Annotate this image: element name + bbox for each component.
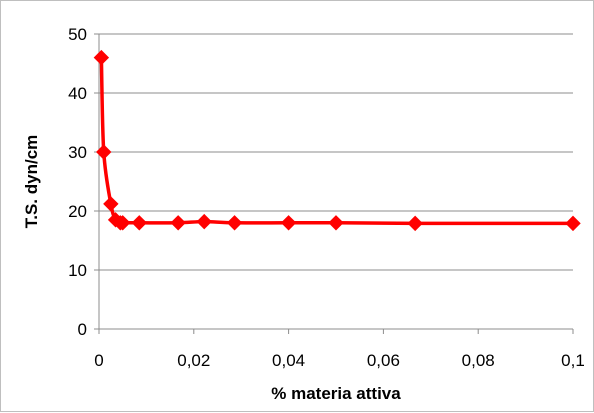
y-tick-label: 0 — [78, 320, 87, 339]
data-point — [114, 215, 131, 231]
data-point — [131, 215, 147, 231]
data-point — [565, 215, 581, 232]
y-tick-label: 40 — [68, 84, 87, 103]
x-tick-label: 0,08 — [462, 351, 495, 370]
series-line — [99, 55, 575, 226]
data-point — [280, 215, 297, 231]
data-point — [96, 144, 112, 160]
data-point — [93, 49, 110, 66]
y-tick-label: 50 — [68, 25, 87, 44]
data-point — [407, 215, 423, 232]
data-point — [328, 215, 344, 231]
gridlines — [99, 33, 573, 271]
x-tick-label: 0,02 — [177, 351, 210, 370]
y-tick-label: 30 — [68, 143, 87, 162]
data-point — [103, 196, 119, 212]
y-tick-label: 10 — [68, 261, 87, 280]
x-tick-label: 0,1 — [561, 351, 585, 370]
tick-labels: 0 10 20 30 40 50 0 0,02 0,04 0,06 0,08 0,1 — [68, 25, 585, 370]
y-axis-title: T.S. dyn/cm — [22, 135, 41, 229]
x-tick-label: 0,06 — [367, 351, 400, 370]
data-point — [226, 215, 243, 231]
data-point — [196, 213, 212, 230]
x-tick-label: 0 — [94, 351, 103, 370]
x-axis-title: % materia attiva — [271, 384, 401, 403]
x-tick-label: 0,04 — [272, 351, 305, 370]
axes — [94, 33, 574, 334]
data-point — [170, 215, 186, 231]
y-tick-label: 20 — [68, 202, 87, 221]
data-series — [93, 49, 581, 232]
